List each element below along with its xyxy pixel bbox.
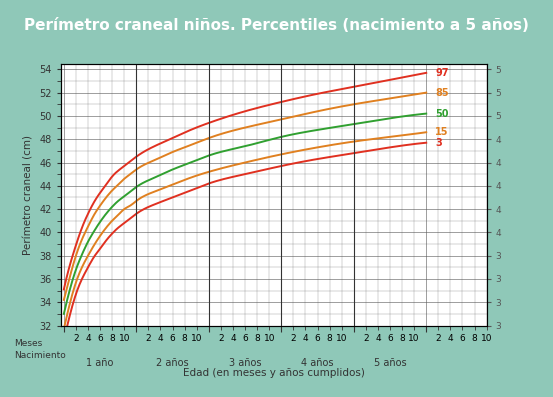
Text: Nacimiento: Nacimiento xyxy=(14,351,66,360)
Text: 2 años: 2 años xyxy=(156,358,189,368)
Text: Meses: Meses xyxy=(14,339,42,349)
X-axis label: Edad (en meses y años cumplidos): Edad (en meses y años cumplidos) xyxy=(183,368,364,378)
Y-axis label: Perímetro craneal (cm): Perímetro craneal (cm) xyxy=(24,135,34,254)
Text: 4 años: 4 años xyxy=(301,358,334,368)
Text: 15: 15 xyxy=(435,127,449,137)
Text: 3: 3 xyxy=(435,138,442,148)
Text: 50: 50 xyxy=(435,109,449,119)
Text: 5 años: 5 años xyxy=(374,358,406,368)
Text: 3 años: 3 años xyxy=(229,358,262,368)
Text: 1 año: 1 año xyxy=(86,358,114,368)
Text: Perímetro craneal niños. Percentiles (nacimiento a 5 años): Perímetro craneal niños. Percentiles (na… xyxy=(24,18,529,33)
Text: 85: 85 xyxy=(435,88,449,98)
Text: 97: 97 xyxy=(435,68,449,78)
